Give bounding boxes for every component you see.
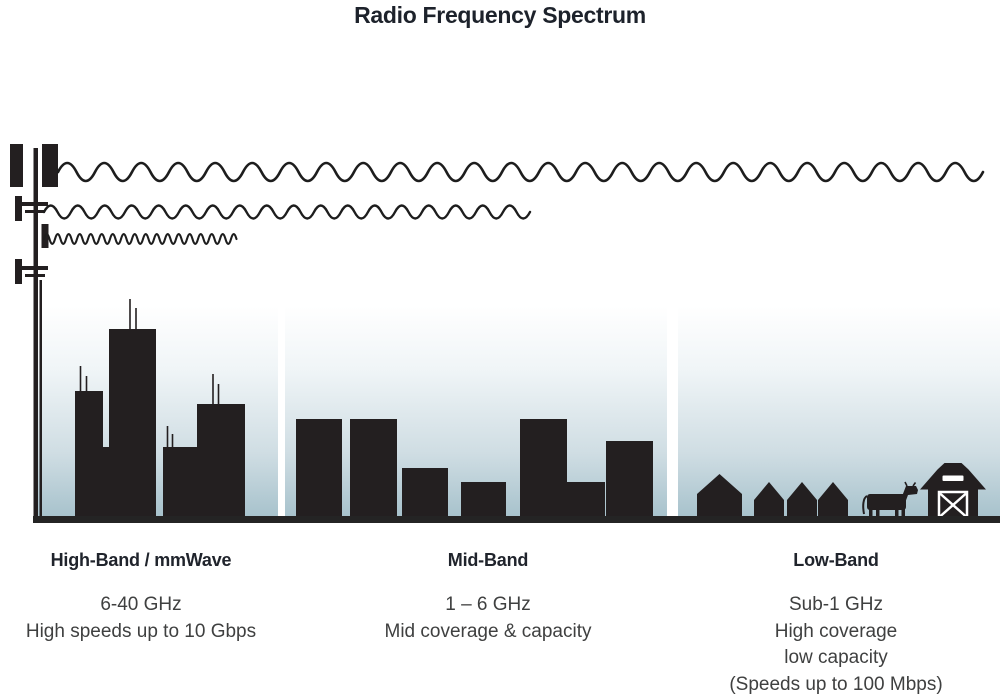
house-icon	[697, 474, 742, 518]
house-icon	[754, 482, 784, 518]
city-skyline-icon	[75, 299, 245, 518]
sky-block-mid-band	[285, 306, 667, 517]
band-detail-line: low capacity	[784, 647, 888, 668]
band-detail-line: High coverage	[774, 620, 898, 642]
band-heading: High-Band / mmWave	[50, 550, 232, 570]
band-detail-line: 6-40 GHz	[100, 594, 182, 615]
cell-tower-icon	[10, 144, 58, 516]
band-detail-line: (Speeds up to 100 Mbps)	[729, 673, 943, 695]
band-label-high: High-Band / mmWave 6-40 GHz High speeds …	[1, 549, 281, 645]
band-detail-line: High speeds up to 10 Gbps	[25, 620, 257, 642]
cow-icon	[862, 481, 918, 518]
band-detail-line: Sub-1 GHz	[789, 594, 883, 615]
band-heading: Low-Band	[793, 550, 879, 570]
low-band-wave-icon	[56, 161, 985, 183]
band-details: Sub-1 GHz High coverage low capacity (Sp…	[696, 592, 976, 698]
band-detail-line: Mid coverage & capacity	[384, 620, 592, 642]
band-details: 6-40 GHz High speeds up to 10 Gbps	[1, 592, 281, 645]
high-band-wave-icon	[42, 232, 238, 246]
band-label-low: Low-Band Sub-1 GHz High coverage low cap…	[696, 549, 976, 698]
band-details: 1 – 6 GHz Mid coverage & capacity	[348, 592, 628, 645]
page-title: Radio Frequency Spectrum	[354, 2, 646, 28]
band-label-mid: Mid-Band 1 – 6 GHz Mid coverage & capaci…	[348, 549, 628, 645]
town-skyline-icon	[296, 419, 653, 518]
ground-line	[33, 516, 1000, 523]
mid-band-wave-icon	[42, 204, 532, 220]
band-heading: Mid-Band	[447, 550, 529, 570]
band-detail-line: 1 – 6 GHz	[445, 594, 531, 615]
radio-waves	[42, 161, 985, 246]
house-icon	[818, 482, 848, 518]
house-icon	[787, 482, 817, 518]
